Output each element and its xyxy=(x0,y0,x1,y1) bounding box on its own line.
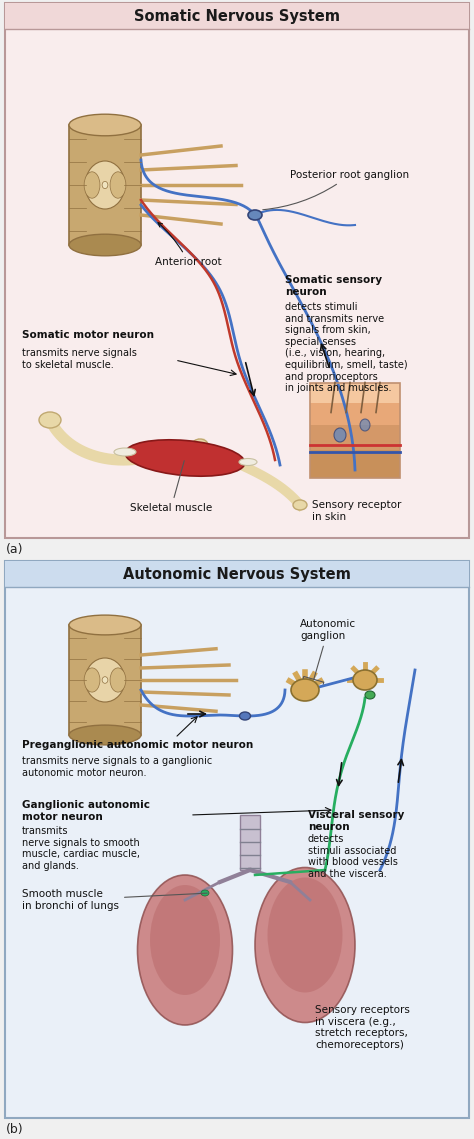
Ellipse shape xyxy=(255,868,355,1023)
Ellipse shape xyxy=(110,172,126,198)
Text: (a): (a) xyxy=(6,542,24,556)
Ellipse shape xyxy=(192,439,208,451)
Ellipse shape xyxy=(267,877,343,992)
Ellipse shape xyxy=(69,114,141,136)
Bar xyxy=(310,425,400,450)
Ellipse shape xyxy=(291,679,319,700)
Text: transmits nerve signals to a ganglionic
autonomic motor neuron.: transmits nerve signals to a ganglionic … xyxy=(22,756,212,778)
Text: detects stimuli
and transmits nerve
signals from skin,
special senses
(i.e., vis: detects stimuli and transmits nerve sign… xyxy=(285,302,408,393)
Ellipse shape xyxy=(69,726,141,745)
Ellipse shape xyxy=(150,885,220,995)
Ellipse shape xyxy=(69,615,141,634)
Text: Visceral sensory
neuron: Visceral sensory neuron xyxy=(308,810,404,831)
Ellipse shape xyxy=(360,419,370,431)
Bar xyxy=(69,625,141,735)
Bar xyxy=(310,383,400,402)
Bar xyxy=(310,402,400,425)
Ellipse shape xyxy=(84,172,100,198)
Ellipse shape xyxy=(137,875,233,1025)
Text: Somatic sensory
neuron: Somatic sensory neuron xyxy=(285,274,382,296)
Text: Sensory receptors
in viscera (e.g.,
stretch receptors,
chemoreceptors): Sensory receptors in viscera (e.g., stre… xyxy=(315,1005,410,1050)
Text: detects
stimuli associated
with blood vessels
and the viscera.: detects stimuli associated with blood ve… xyxy=(308,834,398,879)
Text: Somatic Nervous System: Somatic Nervous System xyxy=(134,8,340,24)
Ellipse shape xyxy=(114,448,136,456)
Ellipse shape xyxy=(248,210,262,220)
Ellipse shape xyxy=(239,459,257,466)
Text: transmits
nerve signals to smooth
muscle, cardiac muscle,
and glands.: transmits nerve signals to smooth muscle… xyxy=(22,826,140,871)
Text: Autonomic Nervous System: Autonomic Nervous System xyxy=(123,566,351,582)
Ellipse shape xyxy=(39,412,61,428)
Ellipse shape xyxy=(110,667,126,693)
Ellipse shape xyxy=(85,658,125,702)
Ellipse shape xyxy=(102,181,108,189)
Bar xyxy=(69,125,141,245)
Ellipse shape xyxy=(102,677,108,683)
Text: Anterior root: Anterior root xyxy=(155,222,222,267)
Ellipse shape xyxy=(69,235,141,256)
Text: Preganglionic autonomic motor neuron: Preganglionic autonomic motor neuron xyxy=(22,740,253,749)
Text: Skeletal muscle: Skeletal muscle xyxy=(130,460,212,513)
Bar xyxy=(240,816,260,870)
Text: Smooth muscle
in bronchi of lungs: Smooth muscle in bronchi of lungs xyxy=(22,890,207,911)
Text: Posterior root ganglion: Posterior root ganglion xyxy=(263,170,409,210)
Bar xyxy=(310,383,400,477)
Text: transmits nerve signals
to skeletal muscle.: transmits nerve signals to skeletal musc… xyxy=(22,349,137,369)
Ellipse shape xyxy=(85,161,125,208)
Ellipse shape xyxy=(365,691,375,699)
Text: Somatic motor neuron: Somatic motor neuron xyxy=(22,330,154,341)
Text: Sensory receptor
in skin: Sensory receptor in skin xyxy=(312,500,401,522)
Ellipse shape xyxy=(353,670,377,690)
Text: Autonomic
ganglion: Autonomic ganglion xyxy=(300,620,356,685)
Bar xyxy=(310,450,400,477)
Ellipse shape xyxy=(239,712,250,720)
Text: Ganglionic autonomic
motor neuron: Ganglionic autonomic motor neuron xyxy=(22,800,150,821)
Bar xyxy=(5,3,469,28)
Ellipse shape xyxy=(293,500,307,510)
Text: (b): (b) xyxy=(6,1123,24,1137)
Ellipse shape xyxy=(84,667,100,693)
Bar xyxy=(5,3,469,538)
Ellipse shape xyxy=(334,428,346,442)
Bar xyxy=(5,562,469,1118)
Ellipse shape xyxy=(125,440,245,476)
Ellipse shape xyxy=(201,890,209,896)
Bar xyxy=(5,562,469,587)
